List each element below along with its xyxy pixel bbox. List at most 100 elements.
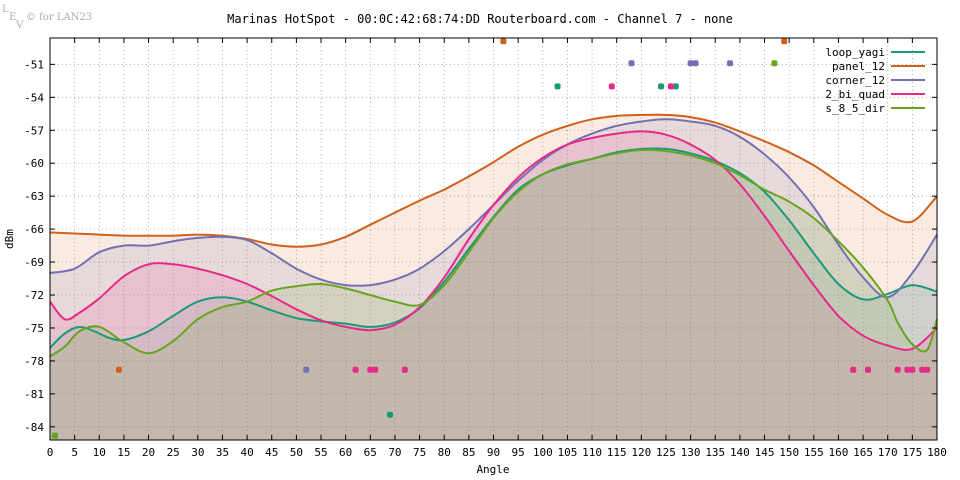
y-tick-label: -57 — [24, 124, 44, 137]
y-tick-label: -78 — [24, 355, 44, 368]
marker-loop-yagi — [554, 83, 561, 90]
x-tick-label: 110 — [582, 446, 602, 459]
x-tick-label: 180 — [927, 446, 947, 459]
x-tick-label: 120 — [631, 446, 651, 459]
y-tick-label: -69 — [24, 256, 44, 269]
y-tick-label: -84 — [24, 421, 44, 434]
x-tick-label: 145 — [755, 446, 775, 459]
x-tick-label: 170 — [878, 446, 898, 459]
legend-label-corner-12: corner_12 — [825, 74, 885, 87]
y-tick-label: -60 — [24, 157, 44, 170]
x-axis-label: Angle — [476, 463, 509, 476]
x-tick-label: 125 — [656, 446, 676, 459]
x-tick-label: 0 — [47, 446, 54, 459]
marker-2-bi-quad — [850, 366, 857, 373]
legend-label-panel-12: panel_12 — [832, 60, 885, 73]
x-tick-label: 65 — [364, 446, 377, 459]
y-tick-label: -66 — [24, 223, 44, 236]
y-tick-label: -51 — [24, 58, 44, 71]
x-tick-label: 25 — [167, 446, 180, 459]
watermark: L E V © for LAN23 — [2, 4, 92, 31]
marker-2-bi-quad — [667, 83, 674, 90]
x-tick-label: 115 — [607, 446, 627, 459]
x-tick-label: 5 — [71, 446, 78, 459]
x-tick-label: 40 — [240, 446, 253, 459]
legend: loop_yagipanel_12corner_122_bi_quads_8_5… — [825, 46, 925, 115]
x-tick-label: 75 — [413, 446, 426, 459]
grid — [50, 38, 937, 440]
series-lines — [49, 113, 938, 358]
y-tick-label: -75 — [24, 322, 44, 335]
marker-corner-12 — [303, 366, 310, 373]
line-panel-12 — [49, 113, 938, 248]
marker-panel-12 — [115, 366, 122, 373]
shaded-areas — [50, 114, 937, 441]
x-tick-label: 85 — [462, 446, 475, 459]
x-tick-label: 10 — [93, 446, 106, 459]
x-tick-label: 105 — [557, 446, 577, 459]
line-loop-yagi — [49, 147, 938, 349]
area-2-bi-quad — [50, 131, 937, 440]
y-tick-label: -81 — [24, 388, 44, 401]
watermark-letter-v: V — [15, 20, 24, 31]
legend-label-s-8-5-dir: s_8_5_dir — [825, 102, 885, 115]
area-corner-12 — [50, 119, 937, 441]
marker-panel-12 — [781, 38, 788, 45]
marker-2-bi-quad — [352, 366, 359, 373]
x-tick-label: 50 — [290, 446, 303, 459]
area-loop-yagi — [50, 148, 937, 441]
marker-corner-12 — [687, 60, 694, 67]
x-tick-label: 135 — [705, 446, 725, 459]
watermark-letter-e: E — [9, 12, 16, 23]
marker-2-bi-quad — [909, 366, 916, 373]
y-tick-label: -72 — [24, 289, 44, 302]
marker-loop-yagi — [387, 411, 394, 418]
x-tick-label: 95 — [512, 446, 525, 459]
marker-loop-yagi — [658, 83, 665, 90]
x-tick-label: 160 — [829, 446, 849, 459]
series-markers — [51, 38, 931, 439]
marker-2-bi-quad — [401, 366, 408, 373]
marker-panel-12 — [500, 38, 507, 45]
legend-label-loop-yagi: loop_yagi — [825, 46, 885, 59]
marker-2-bi-quad — [372, 366, 379, 373]
x-tick-label: 70 — [388, 446, 401, 459]
marker-2-bi-quad — [919, 366, 926, 373]
line-s-8-5-dir — [49, 148, 938, 358]
marker-s-8-5-dir — [51, 432, 58, 439]
y-tick-label: -63 — [24, 190, 44, 203]
x-tick-label: 15 — [117, 446, 130, 459]
x-tick-label: 35 — [216, 446, 229, 459]
x-tick-label: 45 — [265, 446, 278, 459]
x-tick-label: 30 — [191, 446, 204, 459]
area-s-8-5-dir — [50, 149, 937, 440]
marker-2-bi-quad — [367, 366, 374, 373]
y-tick-label: -54 — [24, 91, 44, 104]
x-tick-label: 90 — [487, 446, 500, 459]
marker-2-bi-quad — [894, 366, 901, 373]
marker-2-bi-quad — [608, 83, 615, 90]
watermark-letter-l: L — [2, 4, 9, 15]
x-tick-label: 165 — [853, 446, 873, 459]
x-tick-label: 60 — [339, 446, 352, 459]
y-axis-label: dBm — [3, 229, 16, 249]
chart-title: Marinas HotSpot - 00:0C:42:68:74:DD Rout… — [227, 12, 733, 26]
marker-2-bi-quad — [904, 366, 911, 373]
x-tick-label: 20 — [142, 446, 155, 459]
x-tick-label: 100 — [533, 446, 553, 459]
x-tick-label: 140 — [730, 446, 750, 459]
legend-label-2-bi-quad: 2_bi_quad — [825, 88, 885, 101]
marker-loop-yagi — [672, 83, 679, 90]
marker-2-bi-quad — [924, 366, 931, 373]
x-tick-label: 130 — [681, 446, 701, 459]
watermark-text: © for LAN23 — [26, 12, 92, 23]
marker-corner-12 — [692, 60, 699, 67]
marker-2-bi-quad — [865, 366, 872, 373]
y-axis-ticks: -51 -54 -57 -60 -63 -66 -69 -72 -75 -78 -81 -84 — [24, 58, 937, 434]
x-tick-label: 55 — [314, 446, 327, 459]
x-tick-label: 155 — [804, 446, 824, 459]
x-tick-label: 175 — [902, 446, 922, 459]
area-panel-12 — [50, 114, 937, 440]
